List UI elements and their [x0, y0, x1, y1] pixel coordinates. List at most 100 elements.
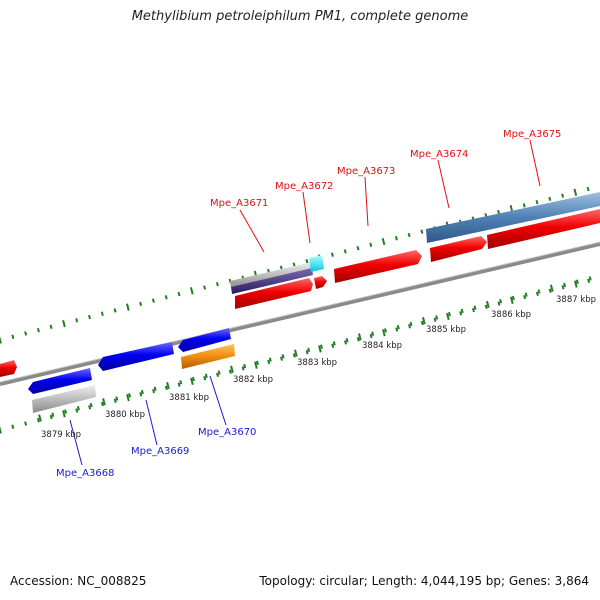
scale-tick	[510, 296, 514, 304]
scale-tick	[152, 388, 155, 394]
gene-arrow[interactable]	[178, 328, 231, 352]
gene-label-forward[interactable]: Mpe_A3675	[503, 129, 561, 140]
scale-tick	[497, 301, 501, 306]
scale-tick	[586, 186, 590, 192]
gene-arrow[interactable]	[28, 368, 92, 394]
scale-tick	[384, 328, 387, 333]
scale-tick	[331, 343, 335, 348]
feature-bar[interactable]	[309, 255, 324, 272]
scale-tick	[294, 349, 298, 357]
scale-tick	[511, 295, 515, 301]
scale-tick	[24, 421, 28, 426]
scale-tick	[473, 305, 477, 310]
scale-tick	[11, 424, 15, 429]
genome-stats-text: Topology: circular; Length: 4,044,195 bp…	[259, 574, 589, 588]
feature-bar[interactable]	[230, 262, 313, 288]
scale-tick	[36, 327, 40, 333]
scale-tick	[267, 359, 271, 365]
feature-bar[interactable]	[231, 268, 313, 294]
gene-arrow[interactable]	[487, 209, 600, 249]
scale-tick	[139, 392, 143, 397]
scale-tick	[126, 303, 130, 311]
feature-bar[interactable]	[426, 192, 600, 243]
gene-arrow[interactable]	[0, 360, 17, 377]
scale-tick	[522, 203, 526, 208]
scale-tick	[241, 366, 245, 371]
scale-tick	[523, 294, 527, 300]
gene-label-reverse[interactable]: Mpe_A3670	[198, 427, 256, 438]
scale-tick	[420, 229, 424, 234]
scale-tick	[307, 347, 311, 353]
scale-tick	[203, 285, 207, 290]
scale-tick	[113, 398, 117, 404]
scale-tick	[64, 409, 68, 414]
scale-tick	[24, 331, 28, 336]
scale-tick	[228, 369, 232, 374]
scale-tick	[548, 288, 552, 293]
feature-bar[interactable]	[32, 385, 96, 413]
scale-tick	[256, 360, 259, 366]
gene-label-reverse[interactable]: Mpe_A3668	[56, 468, 114, 479]
scale-label: 3884 kbp	[362, 341, 402, 351]
reverse-strand-features	[0, 328, 235, 413]
tick-row-middle	[0, 278, 591, 434]
scale-tick	[204, 373, 208, 379]
scale-tick	[62, 319, 66, 328]
scale-tick	[561, 285, 565, 290]
label-leaders	[69, 139, 541, 466]
scale-tick	[420, 320, 424, 326]
scale-tick	[305, 350, 309, 355]
scale-tick	[358, 333, 362, 341]
scale-tick	[0, 426, 2, 434]
genome-backbone	[0, 242, 600, 386]
scale-tick	[62, 410, 66, 418]
gene-arrow[interactable]	[334, 250, 422, 283]
scale-tick	[89, 402, 93, 408]
scale-tick	[573, 188, 578, 196]
gene-label-forward[interactable]: Mpe_A3674	[410, 149, 468, 160]
gene-arrow[interactable]	[98, 342, 174, 371]
scale-tick	[330, 252, 334, 257]
scale-tick	[166, 381, 170, 390]
scale-tick	[100, 311, 104, 316]
gene-label-forward[interactable]: Mpe_A3673	[337, 166, 395, 177]
scale-tick	[113, 308, 117, 313]
scale-tick	[153, 386, 157, 391]
scale-tick	[254, 361, 258, 369]
scale-tick	[140, 389, 144, 395]
scale-tick	[486, 300, 490, 309]
gene-arrow[interactable]	[314, 276, 327, 289]
gene-label-reverse[interactable]: Mpe_A3669	[131, 446, 189, 457]
gene-arrow[interactable]	[235, 278, 313, 309]
scale-tick	[408, 324, 411, 329]
scale-tick	[537, 289, 541, 294]
scale-tick	[115, 396, 119, 401]
scale-tick	[497, 209, 501, 215]
scale-tick	[435, 315, 439, 320]
scale-tick	[575, 279, 579, 284]
scale-tick	[332, 341, 336, 346]
feature-bar[interactable]	[181, 344, 235, 369]
gene-label-forward[interactable]: Mpe_A3672	[275, 181, 333, 192]
scale-tick	[407, 232, 411, 238]
scale-tick	[177, 291, 181, 297]
gene-label-forward[interactable]: Mpe_A3671	[210, 198, 268, 209]
gene-arrow[interactable]	[430, 236, 487, 262]
scale-tick	[179, 380, 183, 385]
scale-tick	[230, 365, 234, 373]
scale-tick	[343, 249, 347, 254]
scale-tick	[446, 312, 450, 321]
scale-tick	[189, 287, 194, 295]
scale-tick	[36, 418, 40, 423]
scale-tick	[76, 406, 80, 411]
tick-row-lower	[38, 276, 592, 422]
scale-tick	[11, 334, 15, 339]
scale-tick	[409, 321, 413, 327]
scale-tick	[371, 331, 375, 336]
scale-tick	[216, 372, 219, 378]
scale-tick	[100, 401, 104, 407]
scale-tick	[396, 324, 400, 330]
scale-tick	[217, 370, 221, 375]
scale-tick	[548, 196, 552, 202]
